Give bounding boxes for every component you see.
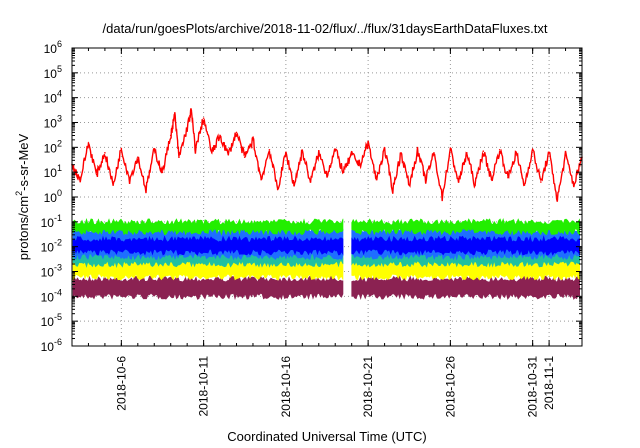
y-tick-label: 106 [44, 39, 62, 56]
proton-flux-point [128, 178, 131, 181]
proton-flux-point [120, 147, 123, 150]
y-tick-label: 10-3 [41, 263, 62, 280]
proton-flux-point [466, 152, 468, 154]
y-tick-label: 103 [44, 114, 62, 131]
series-layer [71, 108, 583, 301]
proton-flux-point [441, 196, 443, 198]
proton-flux-point [367, 142, 369, 144]
proton-flux-point [268, 148, 271, 151]
x-tick-label: 2018-10-11 [197, 356, 211, 417]
proton-flux-point [174, 114, 176, 116]
axes: 10-6 10-5 10-4 10-3 10-2 10-1 100 101 102 103 104 1… [41, 39, 583, 418]
y-tick-label: 10-2 [41, 238, 62, 255]
proton-flux-point [161, 171, 164, 173]
proton-flux-point [194, 148, 197, 151]
proton-flux-point [334, 148, 337, 151]
proton-flux-point [309, 181, 312, 183]
proton-flux-point [408, 184, 411, 186]
proton-flux-point [457, 181, 460, 183]
proton-flux-point [169, 134, 172, 137]
proton-flux-point [112, 184, 114, 186]
proton-flux-point [235, 131, 238, 134]
proton-flux-point [301, 150, 304, 152]
proton-flux-point [490, 178, 493, 181]
proton-flux-point [482, 150, 485, 152]
proton-flux-point [104, 152, 106, 154]
y-tick-label: 100 [44, 188, 62, 205]
x-tick-label: 2018-10-6 [114, 356, 128, 411]
proton-flux-point [137, 156, 139, 159]
proton-flux-point [564, 154, 567, 156]
y-tick-label: 105 [44, 64, 62, 81]
proton-flux-point [556, 198, 559, 201]
proton-flux-point [87, 142, 90, 144]
y-tick-label: 102 [44, 138, 62, 155]
y-tick-label: 101 [44, 163, 62, 180]
y-tick-label: 10-4 [41, 287, 62, 304]
proton-flux-point [145, 188, 147, 191]
grid [72, 48, 582, 346]
proton-flux-point [186, 127, 188, 129]
proton-flux-point [202, 117, 205, 119]
proton-flux-point [523, 184, 526, 186]
proton-flux-point [326, 173, 328, 176]
proton-flux-point [276, 188, 279, 191]
flux-band-series-4 [351, 235, 580, 256]
proton-flux-point [211, 152, 213, 154]
proton-flux-point [350, 154, 353, 156]
y-tick-label: 104 [44, 89, 62, 106]
proton-flux-point [424, 178, 427, 181]
proton-flux-point [507, 176, 509, 179]
proton-flux-point [548, 152, 550, 154]
proton-flux-point [433, 152, 435, 154]
x-tick-label: 2018-11-1 [542, 356, 556, 410]
proton-flux-point [190, 109, 193, 112]
proton-flux-point [293, 184, 295, 186]
x-tick-label: 2018-10-26 [443, 356, 457, 418]
proton-flux-point [79, 178, 82, 181]
y-tick-label: 10-1 [41, 213, 62, 230]
proton-flux-point [95, 173, 98, 176]
y-axis-label: protons/cm2-s-sr-MeV [14, 133, 31, 260]
proton-flux-point [400, 152, 402, 154]
proton-flux-point [260, 178, 262, 181]
proton-flux-point [243, 156, 246, 159]
proton-flux-point [515, 152, 517, 154]
proton-flux-point [219, 134, 221, 137]
proton-flux-point [375, 178, 378, 181]
proton-flux-point [449, 148, 452, 151]
proton-flux-point [498, 148, 501, 151]
proton-flux-point [359, 163, 361, 166]
proton-flux-point [531, 148, 534, 151]
proton-flux-point [572, 184, 575, 186]
proton-flux-point [540, 181, 542, 183]
flux-band-series-5 [351, 217, 580, 236]
proton-flux-point [285, 152, 287, 154]
proton-flux-line [71, 108, 582, 202]
proton-flux-point [252, 139, 254, 141]
proton-flux-point [153, 148, 156, 151]
flux-band-series-4 [72, 235, 344, 256]
proton-flux-point [383, 148, 386, 151]
proton-flux-point [317, 152, 320, 154]
flux-band-series-0 [72, 275, 344, 301]
proton-flux-point [416, 150, 419, 152]
x-tick-label: 2018-10-16 [279, 356, 293, 418]
proton-flux-point [227, 154, 230, 156]
x-axis-label: Coordinated Universal Time (UTC) [227, 429, 426, 444]
proton-flux-point [474, 184, 476, 186]
y-tick-label: 10-6 [41, 337, 62, 354]
proton-flux-point [178, 156, 180, 159]
y-tick-label: 10-5 [41, 312, 62, 329]
x-tick-label: 2018-10-31 [526, 356, 540, 418]
chart-title: /data/run/goesPlots/archive/2018-11-02/f… [103, 21, 548, 36]
flux-band-series-5 [72, 218, 344, 236]
proton-flux-point [392, 188, 394, 191]
proton-flux-point [342, 171, 345, 173]
x-tick-label: 2018-10-21 [361, 356, 375, 418]
